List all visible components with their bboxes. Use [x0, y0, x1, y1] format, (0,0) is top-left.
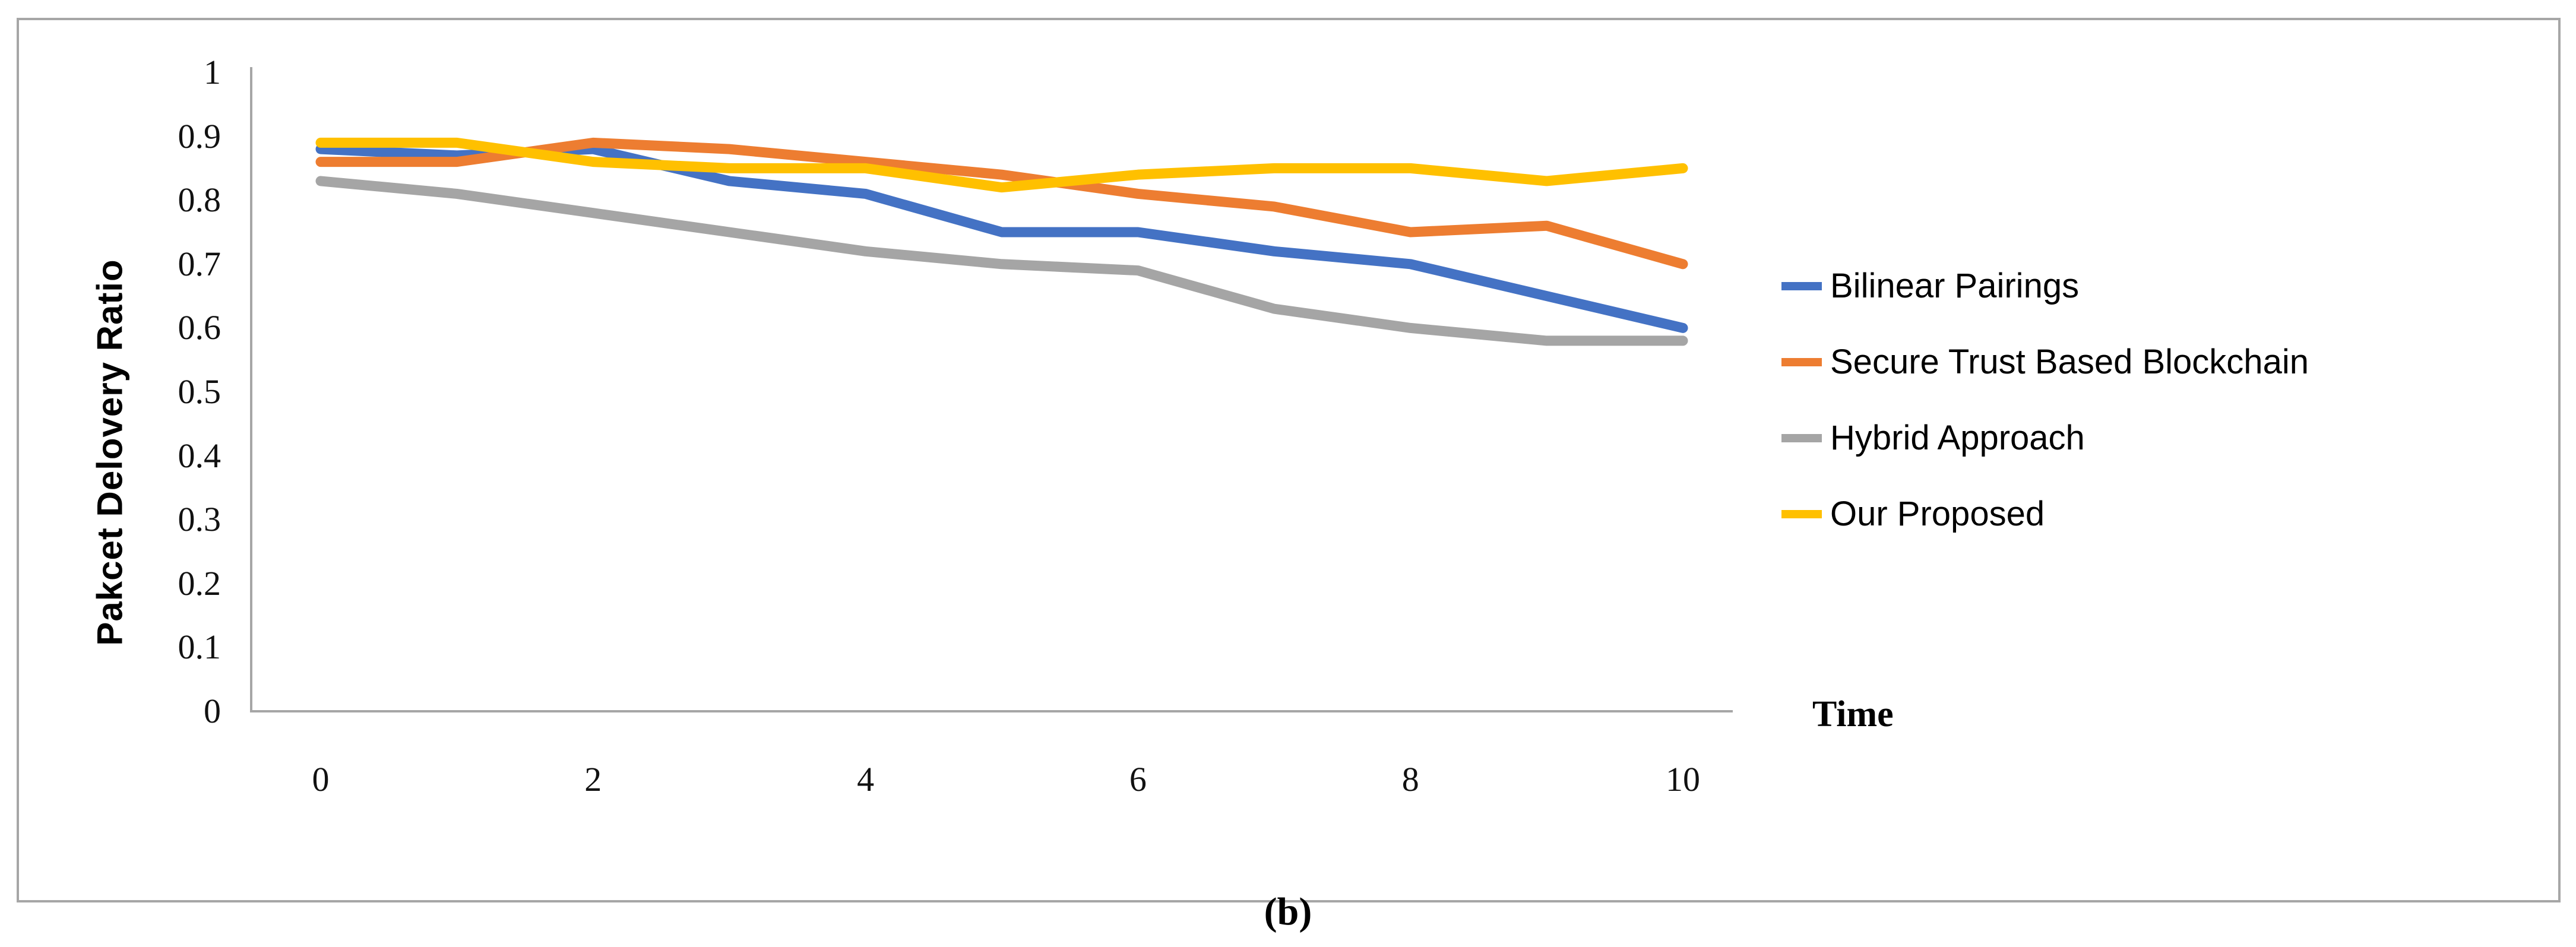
y-tick-label: 0.2: [178, 563, 221, 603]
legend-swatch-our-proposed: [1781, 510, 1822, 518]
series-line-our-proposed: [315, 137, 1688, 193]
legend-swatch-secure-trust-based-blockchain: [1781, 358, 1822, 366]
figure-caption: (b): [1264, 890, 1312, 933]
y-axis-line: [250, 67, 252, 712]
legend-item-hybrid-approach: Hybrid Approach: [1781, 420, 2309, 456]
x-tick-label: 10: [1666, 760, 1700, 799]
y-tick-label: 0.1: [178, 628, 221, 667]
y-tick-label: 0.6: [178, 308, 221, 347]
legend-label: Our Proposed: [1830, 495, 2045, 533]
y-tick-label: 1: [204, 53, 221, 91]
legend-item-secure-trust-based-blockchain: Secure Trust Based Blockchain: [1781, 344, 2309, 380]
y-tick-label: 0: [204, 692, 221, 730]
x-tick-label: 2: [584, 760, 602, 799]
x-tick-label: 6: [1129, 760, 1147, 799]
series-line-secure-trust-based-blockchain: [315, 137, 1688, 270]
legend-item-bilinear-pairings: Bilinear Pairings: [1781, 268, 2309, 304]
legend-label: Bilinear Pairings: [1830, 267, 2080, 305]
y-tick-label: 0.4: [178, 436, 221, 475]
legend: Bilinear Pairings Secure Trust Based Bloc…: [1781, 268, 2309, 532]
x-tick-label: 8: [1401, 760, 1419, 799]
y-tick-label: 0.7: [178, 244, 221, 283]
legend-item-our-proposed: Our Proposed: [1781, 496, 2309, 532]
x-tick-label: 4: [857, 760, 875, 799]
legend-swatch-hybrid-approach: [1781, 434, 1822, 442]
legend-label: Secure Trust Based Blockchain: [1830, 343, 2309, 381]
y-tick-label: 0.8: [178, 180, 221, 220]
y-tick-label: 0.9: [178, 116, 221, 156]
x-axis-title: Time: [1812, 694, 1894, 734]
y-tick-label: 0.3: [178, 500, 221, 539]
legend-swatch-bilinear-pairings: [1781, 282, 1822, 290]
legend-label: Hybrid Approach: [1830, 419, 2085, 457]
x-axis-line: [250, 710, 1733, 712]
y-tick-label: 0.5: [178, 372, 221, 411]
series-line-hybrid-approach: [315, 176, 1688, 346]
x-tick-label: 0: [312, 760, 330, 799]
